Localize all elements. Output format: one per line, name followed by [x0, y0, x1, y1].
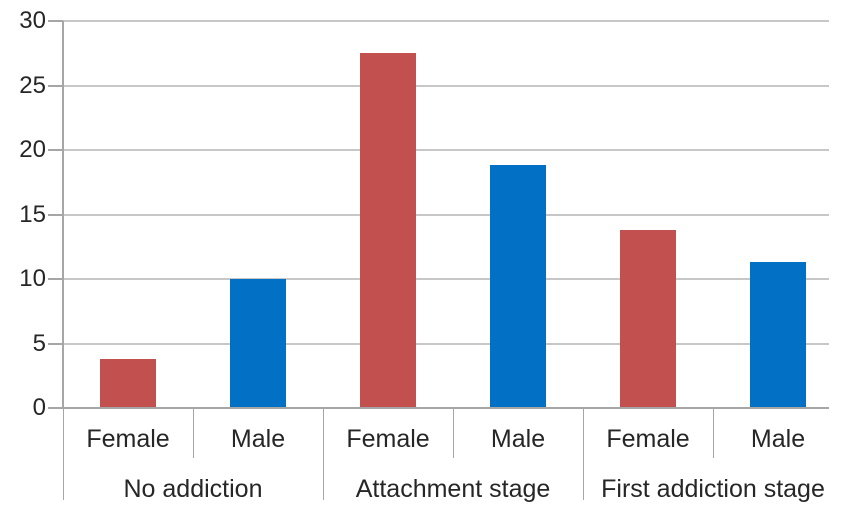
- category-cell-separator: [193, 409, 194, 458]
- gridline: [63, 20, 829, 22]
- gridline: [63, 214, 829, 216]
- category-group-label: No addiction: [123, 475, 263, 503]
- y-axis-tick-label: 25: [19, 72, 46, 99]
- y-axis-tick-label: 15: [19, 201, 46, 228]
- y-axis-tick-label: 10: [19, 265, 46, 292]
- category-group-label: Attachment stage: [355, 475, 551, 503]
- y-axis-line: [62, 21, 64, 409]
- y-axis-tick: [48, 278, 63, 280]
- bar-female-no-addiction: [100, 359, 156, 408]
- category-sublabel-female: Female: [86, 425, 170, 453]
- category-group-separator: [63, 409, 64, 500]
- category-cell-separator: [453, 409, 454, 458]
- bar-male-first-addiction-stage: [750, 262, 806, 408]
- y-axis-tick: [48, 343, 63, 345]
- category-cell-separator: [713, 409, 714, 458]
- y-axis-tick-label: 30: [19, 7, 46, 34]
- y-axis-tick: [48, 85, 63, 87]
- gridline: [63, 278, 829, 280]
- category-sublabel-male: Male: [230, 425, 286, 453]
- gridline: [63, 343, 829, 345]
- category-sublabel-male: Male: [750, 425, 806, 453]
- gridline: [63, 85, 829, 87]
- y-axis-tick: [48, 214, 63, 216]
- category-sublabel-female: Female: [606, 425, 690, 453]
- bar-male-no-addiction: [230, 279, 286, 408]
- category-sublabel-female: Female: [346, 425, 430, 453]
- gridline: [63, 149, 829, 151]
- category-group-label: First addiction stage: [601, 475, 825, 503]
- category-group-separator: [323, 409, 324, 500]
- y-axis-tick: [48, 149, 63, 151]
- y-axis-tick-label: 5: [32, 330, 46, 357]
- y-axis-tick: [48, 20, 63, 22]
- x-axis-line: [63, 407, 829, 409]
- category-group-separator: [583, 409, 584, 500]
- bar-female-attachment-stage: [360, 53, 416, 408]
- bar-female-first-addiction-stage: [620, 230, 676, 408]
- y-axis-tick-label: 0: [32, 394, 46, 421]
- bar-male-attachment-stage: [490, 165, 546, 408]
- category-sublabel-male: Male: [490, 425, 546, 453]
- y-axis-tick-label: 20: [19, 136, 46, 163]
- y-axis-tick: [48, 407, 63, 409]
